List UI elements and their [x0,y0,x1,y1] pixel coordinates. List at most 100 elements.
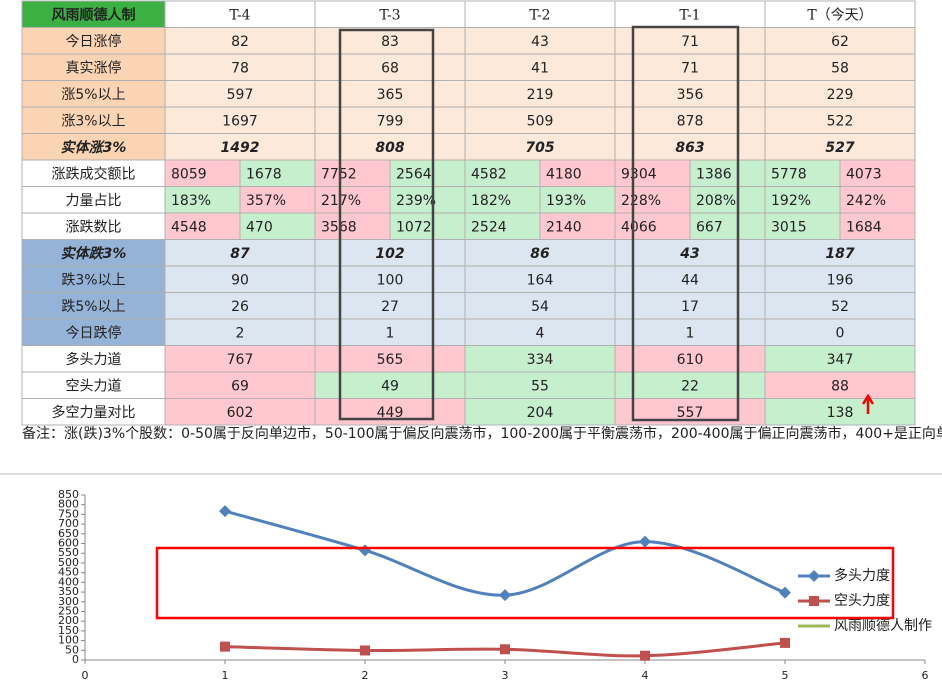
up-arrow [861,393,875,414]
cell [764,27,916,55]
cell-value: 799 [377,113,404,129]
y-tick-label: 600 [58,537,79,550]
cell [464,265,616,293]
cell-value: 705 [525,140,554,156]
cell-value: 557 [677,405,704,421]
row-label: 实体跌3% [61,245,127,262]
x-tick-label: 3 [502,669,509,682]
cell [21,212,166,240]
cell-value: 8059 [171,166,207,182]
cell [464,398,616,426]
column-box [338,28,435,421]
marker [219,505,231,518]
cell-value: 2140 [546,219,582,235]
cell-value: 449 [377,405,404,421]
cell [839,186,916,214]
cell-value: 83 [381,34,399,50]
cell [464,371,616,399]
row-label: 涨5%以上 [61,87,125,103]
cell-value: 183% [171,193,211,209]
cell-value: 1386 [696,166,732,182]
cell-value: 2564 [396,166,432,182]
cell-value: 187 [825,246,854,262]
legend-label: 风雨顺德人制作 [834,618,932,634]
cell [164,212,241,240]
cell [21,398,166,426]
cell-value: 62 [831,34,849,50]
cell [614,345,766,373]
cell-value: 26 [231,299,249,315]
cell-value: 565 [377,352,404,368]
row-label: 跌3%以上 [61,272,125,288]
cell-value: 87 [230,246,250,262]
row-label: 多头力道 [66,351,122,368]
row-label: 今日涨停 [66,33,122,50]
highlight-box [155,546,895,620]
cell-value: 27 [381,299,399,315]
cell-value: 58 [831,60,849,76]
cell-value: 1697 [222,113,258,129]
cell [464,345,616,373]
cell-value: 44 [681,272,699,288]
cell [21,133,166,161]
cell-value: 347 [827,352,854,368]
cell [464,212,541,240]
cell-value: 68 [381,60,399,76]
header-cell: T（今天） [807,7,872,23]
cell-value: 863 [675,140,704,156]
cell-value: 5778 [771,166,807,182]
cell [464,80,616,108]
cell [164,345,316,373]
cell-value: 82 [231,34,249,50]
cell [764,265,916,293]
cell [839,159,916,187]
cell [764,53,916,81]
cell [614,239,766,267]
x-tick-label: 2 [362,669,369,682]
cell-value: 610 [677,352,704,368]
y-tick-label: 350 [58,585,79,598]
cell [464,186,541,214]
cell [764,106,916,134]
cell-value: 597 [227,87,254,103]
cell-value: 0 [836,325,845,341]
cell-value: 808 [375,140,404,156]
cell [464,53,616,81]
marker [639,535,651,548]
cell-value: 88 [831,378,849,394]
cell [21,292,166,320]
cell-value: 43 [679,246,699,262]
header-cell: T-2 [529,7,550,23]
cell-value: 356 [677,87,704,103]
y-tick-label: 550 [58,546,79,559]
cell-value: 54 [531,299,549,315]
cell-value: 1 [686,325,695,341]
row-label: 空头力道 [66,378,122,394]
cell [21,80,166,108]
cell [164,106,316,134]
y-tick-label: 450 [58,566,79,579]
row-label: 今日跌停 [66,324,122,341]
row-label: 真实涨停 [66,59,122,76]
cell-value: 22 [681,378,699,394]
cell-value: 86 [530,246,550,262]
cell [614,80,766,108]
row-label: 涨跌成交额比 [52,165,136,182]
x-tick-label: 6 [922,669,929,682]
cell-value: 9304 [621,166,657,182]
row-label: 跌5%以上 [61,299,125,315]
cell [164,0,316,28]
cell-value: 55 [531,378,549,394]
cell [764,133,916,161]
cell-value: 100 [377,272,404,288]
y-tick-label: 200 [58,614,79,627]
cell-value: 509 [527,113,554,129]
header-cell: T-3 [379,7,400,23]
cell-value: 4180 [546,166,582,182]
cell [21,106,166,134]
marker [779,586,791,599]
cell [314,186,391,214]
cell [764,318,916,346]
column-box [631,25,740,422]
